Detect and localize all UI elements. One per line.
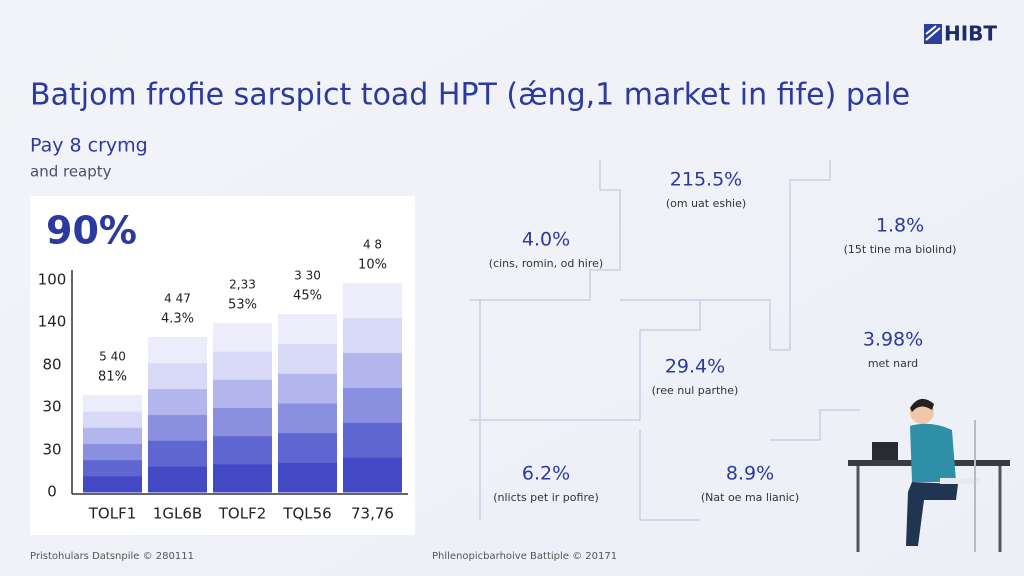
bar-segment [278, 314, 337, 345]
bar-segment [148, 440, 207, 467]
stat-caption: (ree nul parthe) [652, 384, 739, 397]
bar-value: 81% [98, 370, 127, 385]
bar-top-label: 4 47 [164, 292, 191, 306]
bar-segment [83, 459, 142, 477]
bar-top-label: 3 30 [294, 269, 321, 283]
stat-caption: (om uat eshie) [666, 197, 746, 210]
bar-segment [148, 362, 207, 390]
bar-segment [213, 463, 272, 493]
stat-value: 1.8% [876, 215, 924, 237]
stat-value: 3.98% [863, 329, 923, 351]
stat-value: 29.4% [665, 356, 725, 378]
stat-value: 4.0% [522, 229, 570, 251]
stat-caption: (Nat oe ma lianic) [701, 491, 799, 504]
axis-label: 0 [47, 483, 57, 501]
subtitle: Pay 8 crymg [30, 135, 148, 157]
bar-segment [343, 283, 402, 319]
bar-label: TOLF1 [88, 505, 137, 523]
stat-value: 8.9% [726, 463, 774, 485]
bar-segment [83, 427, 142, 444]
bar-segment [213, 379, 272, 408]
stat-value: 215.5% [670, 169, 742, 191]
axis-label: 80 [42, 356, 61, 374]
bar-label: 73,76 [351, 505, 394, 523]
bar-top-label: 5 40 [99, 350, 126, 364]
footer-right: Phllenopicbarhoive Battiple © 20171 [432, 551, 617, 562]
bar-segment [148, 466, 207, 493]
stat-caption: (nlicts pet ir pofire) [493, 491, 599, 504]
bar-segment [278, 462, 337, 493]
title: Batjom frofie sarspict toad HPT (ǽng,1 m… [30, 78, 910, 113]
logo-text: HIBT [944, 22, 997, 46]
stat-caption: (cins, romin, od hire) [489, 257, 603, 270]
bar-segment [148, 337, 207, 364]
connector-lines [470, 160, 860, 521]
bar-segment [148, 414, 207, 441]
bar-value: 4.3% [161, 312, 194, 327]
axis-label: 100 [38, 271, 67, 289]
headline: 90% [46, 209, 137, 253]
bar-segment [213, 407, 272, 437]
bar-segment [83, 395, 142, 412]
bar-segment [213, 351, 272, 380]
axis-label: 140 [38, 313, 67, 331]
bar-segment [213, 435, 272, 465]
bar-segment [213, 323, 272, 352]
bar-segment [83, 443, 142, 461]
bar-segment [278, 373, 337, 404]
bar-label: TQL56 [282, 505, 331, 523]
logo: HIBT [924, 22, 997, 46]
bar-segment [278, 432, 337, 463]
bar-top-label: 4 8 [363, 238, 382, 252]
bar-segment [343, 317, 402, 354]
bar-value: 53% [228, 298, 257, 313]
bar-value: 45% [293, 289, 322, 304]
stat-caption: (15t tine ma biolind) [844, 243, 957, 256]
illustration [848, 398, 1010, 552]
bar-segment [343, 387, 402, 423]
bar-segment [278, 343, 337, 374]
bar-segment [343, 457, 402, 493]
bar-segment [148, 388, 207, 415]
bar-label: TOLF2 [218, 505, 267, 523]
bar-top-label: 2,33 [229, 278, 256, 292]
bar-segment [343, 352, 402, 388]
stat-value: 6.2% [522, 463, 570, 485]
bar-value: 10% [358, 258, 387, 273]
bar-segment [83, 475, 142, 493]
bar-segment [278, 403, 337, 434]
subtitle-line2: and reapty [30, 163, 112, 181]
axis-label: 30 [42, 441, 61, 459]
stat-caption: met nard [868, 357, 918, 370]
footer-left: Pristohulars Datsnpile © 280111 [30, 551, 194, 562]
bar-segment [83, 411, 142, 428]
axis-label: 30 [42, 398, 61, 416]
bar-segment [343, 422, 402, 458]
bar-label: 1GL6B [153, 505, 202, 523]
